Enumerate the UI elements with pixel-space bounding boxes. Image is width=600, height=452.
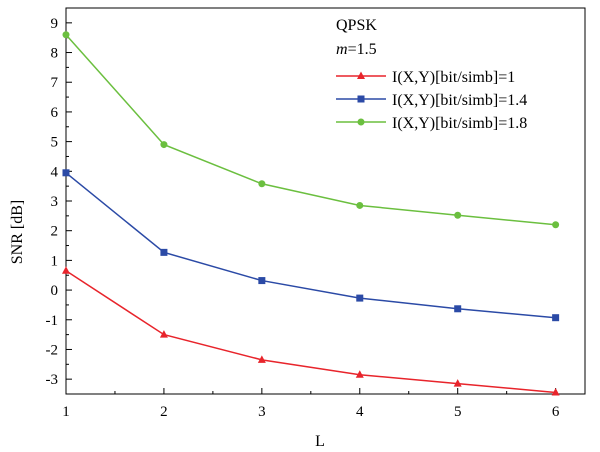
legend-label: I(X,Y)[bit/simb]=1.8: [392, 115, 527, 132]
series-3: [62, 31, 560, 229]
data-point: [551, 388, 560, 396]
series-1: [62, 266, 560, 396]
data-point: [257, 355, 266, 363]
series-layer: [62, 31, 560, 396]
series-2: [62, 169, 560, 322]
data-point: [454, 305, 462, 313]
legend-item: I(X,Y)[bit/simb]=1: [336, 69, 515, 86]
x-tick-label: 6: [552, 404, 560, 420]
plot-frame: [65, 7, 586, 395]
data-point: [159, 330, 168, 338]
series-line: [65, 172, 556, 319]
y-tick-label: 1: [51, 253, 59, 269]
data-point: [355, 370, 364, 378]
y-tick-label: 0: [51, 283, 59, 299]
data-point: [62, 266, 70, 274]
y-tick-label: 9: [51, 16, 59, 32]
data-point: [453, 379, 462, 387]
legend-item: I(X,Y)[bit/simb]=1.4: [336, 92, 527, 109]
legend-label: I(X,Y)[bit/simb]=1.4: [392, 92, 527, 109]
y-tick-label: 8: [51, 46, 59, 62]
x-tick-label: 5: [454, 404, 462, 420]
y-tick-label: -1: [46, 313, 59, 329]
legend-parameter: m=1.5: [336, 41, 377, 58]
data-point: [552, 314, 560, 322]
data-point: [258, 180, 266, 188]
data-point: [258, 277, 266, 285]
axes: -3 -2 -1 0 1 2 3 4 5 6 7 8 9 1 2 3 4 5 6: [46, 7, 586, 420]
y-tick-label: -3: [46, 372, 59, 388]
data-point: [356, 201, 364, 209]
data-point: [160, 248, 168, 256]
x-tick-label: 3: [258, 404, 266, 420]
legend-title: QPSK: [336, 17, 377, 34]
y-tick-label: -2: [46, 342, 59, 358]
y-tick-label: 2: [51, 224, 59, 240]
x-axis-label: L: [315, 433, 325, 450]
y-tick-label: 5: [51, 135, 59, 151]
data-point: [62, 31, 70, 39]
data-point: [160, 141, 168, 149]
legend: QPSK m=1.5 I(X,Y)[bit/simb]=1 I(X,Y)[bit/si…: [336, 17, 527, 132]
series-line: [65, 34, 556, 226]
y-tick-label: 3: [51, 194, 59, 210]
data-point: [62, 169, 70, 177]
y-tick-label: 4: [51, 164, 59, 180]
series-line: [65, 270, 556, 394]
legend-label: I(X,Y)[bit/simb]=1: [392, 69, 515, 86]
data-point: [454, 211, 462, 219]
legend-swatch-marker: [357, 95, 365, 103]
y-tick-label: 7: [51, 75, 59, 91]
x-tick-label: 4: [356, 404, 364, 420]
y-axis-label: SNR [dB]: [9, 200, 26, 264]
x-tick-label: 1: [62, 404, 70, 420]
y-tick-label: 6: [51, 105, 59, 121]
legend-swatch-marker: [357, 118, 365, 126]
data-point: [552, 221, 560, 229]
data-point: [356, 294, 364, 302]
legend-swatch-marker: [357, 71, 365, 79]
x-tick-label: 2: [160, 404, 168, 420]
legend-item: I(X,Y)[bit/simb]=1.8: [336, 115, 527, 132]
